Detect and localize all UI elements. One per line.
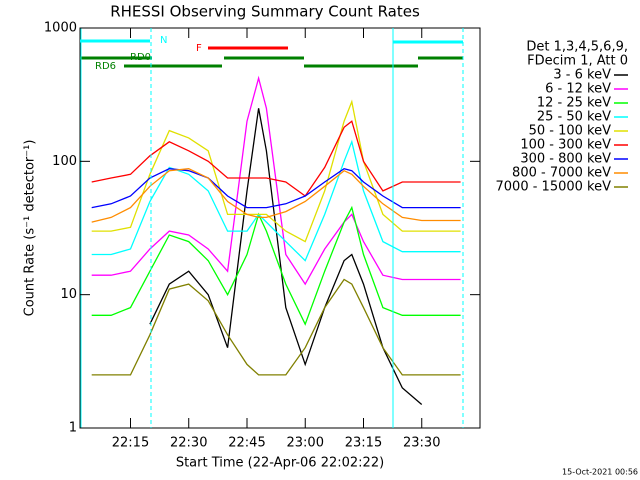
legend-label: 12 - 25 keV (537, 96, 611, 111)
annotation: RD6 (95, 61, 116, 72)
legend-label: 7000 - 15000 keV (496, 180, 612, 195)
legend-label: 25 - 50 keV (537, 110, 611, 125)
annotation: F (196, 43, 202, 54)
series-line (149, 108, 423, 405)
legend-label: 3 - 6 keV (553, 68, 611, 83)
legend-label: 50 - 100 keV (529, 124, 612, 139)
legend-header: Det 1,3,4,5,6,9, (526, 40, 628, 55)
annotation: N (160, 35, 167, 46)
plot-area (91, 75, 461, 405)
annotation: RD0 (130, 52, 151, 63)
chart-title: RHESSI Observing Summary Count Rates (110, 3, 420, 21)
y-tick-label: 1000 (44, 21, 77, 36)
footer: 15-Oct-2021 00:56 (562, 468, 638, 477)
x-tick-label: 23:00 (287, 436, 324, 451)
legend-label: 300 - 800 keV (520, 152, 611, 167)
legend-header: FDecim 1, Att 0 (527, 54, 628, 69)
x-tick-label: 23:30 (403, 436, 440, 451)
y-tick-label: 10 (60, 287, 77, 302)
x-tick-label: 22:45 (228, 436, 265, 451)
x-tick-label: 23:15 (345, 436, 382, 451)
legend-label: 800 - 7000 keV (512, 166, 611, 181)
y-tick-label: 1 (69, 421, 77, 436)
x-tick-label: 22:15 (112, 436, 149, 451)
legend-label: 100 - 300 keV (520, 138, 611, 153)
y-tick-label: 100 (52, 154, 77, 169)
x-tick-label: 22:30 (170, 436, 207, 451)
legend-label: 6 - 12 keV (545, 82, 611, 97)
axes-frame (79, 27, 481, 429)
x-axis-label: Start Time (22-Apr-06 22:02:22) (176, 456, 384, 471)
y-axis-label: Count Rate (s⁻¹ detector⁻¹) (23, 140, 38, 317)
